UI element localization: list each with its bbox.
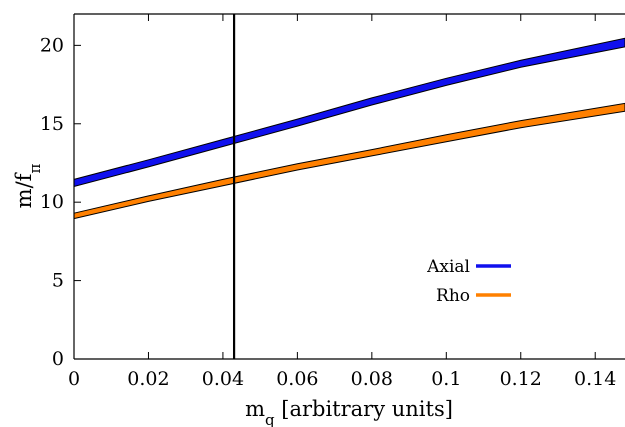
y-axis-title-sub: π bbox=[26, 164, 44, 174]
y-tick-label: 10 bbox=[40, 191, 64, 213]
x-tick-label: 0.02 bbox=[127, 368, 169, 390]
x-tick-label: 0 bbox=[68, 368, 80, 390]
x-axis-title-main: m bbox=[245, 397, 265, 421]
x-axis-title-rest: [arbitrary units] bbox=[275, 397, 453, 421]
x-tick-label: 0.04 bbox=[202, 368, 244, 390]
legend: Axial Rho bbox=[426, 257, 511, 306]
legend-label-rho: Rho bbox=[436, 286, 470, 306]
y-tick-label: 15 bbox=[40, 113, 64, 135]
y-axis-title-main: m/f bbox=[12, 171, 36, 208]
y-tick-label: 5 bbox=[52, 270, 64, 292]
x-tick-label: 0.1 bbox=[431, 368, 461, 390]
x-axis-title-sub: q bbox=[265, 411, 275, 427]
x-axis-title: mq [arbitrary units] bbox=[245, 397, 453, 427]
y-tick-label: 20 bbox=[40, 34, 64, 56]
x-tick-label: 0.12 bbox=[500, 368, 542, 390]
x-tick-label: 0.14 bbox=[574, 368, 616, 390]
y-tick-label: 0 bbox=[52, 348, 64, 370]
x-tick-label: 0.08 bbox=[351, 368, 393, 390]
x-tick-label: 0.06 bbox=[276, 368, 318, 390]
legend-label-axial: Axial bbox=[426, 257, 470, 277]
axial-band bbox=[74, 38, 625, 186]
band-layer bbox=[74, 38, 625, 218]
